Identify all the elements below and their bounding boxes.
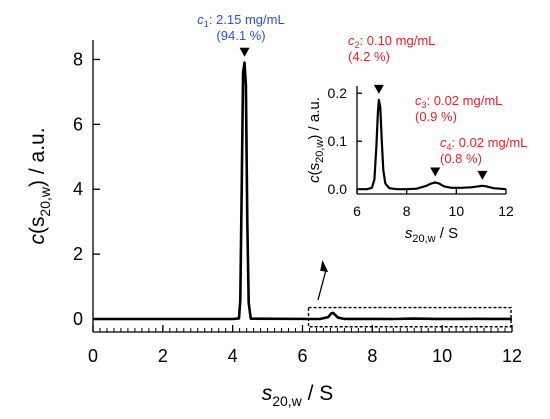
- inset-peak-percent-2: (4.2 %): [348, 49, 390, 64]
- inset-peak-percent-3: (0.9 %): [415, 109, 457, 124]
- main-y-tick-label: 0: [73, 309, 83, 329]
- inset-peak-label-2: c2: 0.10 mg/mL: [348, 33, 435, 50]
- inset-peak-marker-4: [477, 170, 488, 180]
- inset-peak-marker-2: [373, 84, 384, 94]
- zoom-arrow-head: [320, 260, 329, 272]
- inset-series-line: [357, 98, 507, 191]
- main-y-tick-label: 8: [73, 49, 83, 69]
- inset-x-axis-title: s20,w / S: [405, 225, 458, 245]
- main-x-tick-label: 4: [228, 346, 238, 366]
- main-peak-marker-1: [239, 47, 250, 57]
- inset-peak-marker-3: [430, 167, 441, 177]
- inset-x-tick-label: 8: [403, 203, 411, 219]
- main-x-tick-label: 6: [297, 346, 307, 366]
- inset-y-tick-label: 0.2: [328, 85, 348, 101]
- main-peak-percent-1: (94.1 %): [216, 28, 265, 43]
- main-y-tick-label: 6: [73, 114, 83, 134]
- inset-x-tick-label: 12: [498, 203, 514, 219]
- inset-x-tick-label: 6: [353, 203, 361, 219]
- inset-y-tick-label: 0.1: [328, 133, 348, 149]
- inset-y-axis-title: c(s20,w) / a.u.: [306, 97, 326, 183]
- main-x-tick-label: 0: [88, 346, 98, 366]
- main-x-axis-title: s20,w / S: [262, 382, 334, 409]
- main-x-tick-label: 2: [158, 346, 168, 366]
- inset-peak-label-3: c3: 0.02 mg/mL: [415, 93, 502, 110]
- main-y-tick-label: 4: [73, 179, 83, 199]
- main-series-line: [93, 61, 513, 321]
- zoom-arrow-line: [317, 269, 327, 301]
- main-y-axis-title: c(s20,w) / a.u.: [26, 127, 53, 244]
- main-y-tick-label: 2: [73, 244, 83, 264]
- inset-peak-percent-4: (0.8 %): [440, 151, 482, 166]
- inset-x-tick-label: 10: [449, 203, 465, 219]
- main-zoom-box: [307, 306, 512, 328]
- inset-y-tick-label: 0.0: [328, 181, 348, 197]
- inset-peak-label-4: c4: 0.02 mg/mL: [440, 135, 527, 152]
- inset-panel: 6 8 10 12 0.0 0.1 0.2 s20,w / S c(s20,w) / a.u.: [306, 85, 514, 245]
- main-x-tick-label: 8: [367, 346, 377, 366]
- main-peak-label-1: c1: 2.15 mg/mL: [197, 12, 284, 29]
- main-x-tick-label: 10: [432, 346, 452, 366]
- main-panel: 0 2 4 6 8 10 12 0 2 4 6 8 s20,w / S c(s20,w) / a.u.: [26, 40, 522, 409]
- main-x-tick-label: 12: [502, 346, 522, 366]
